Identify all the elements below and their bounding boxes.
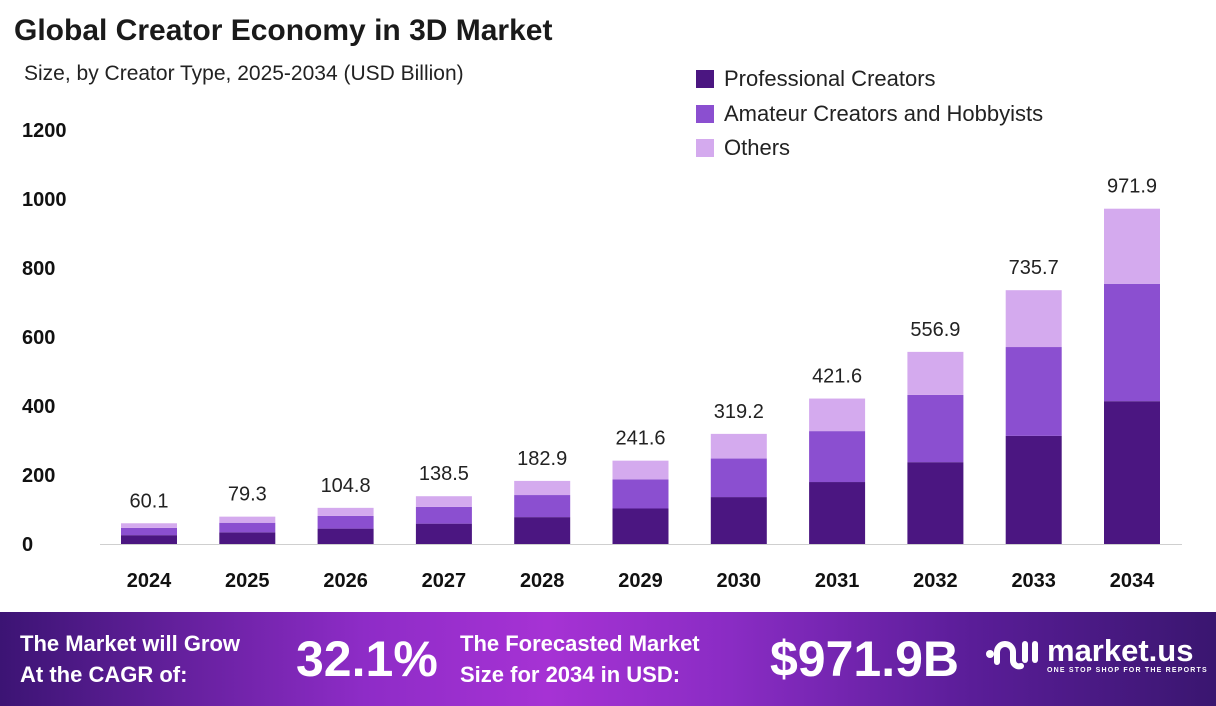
- bar-segment-others: [1005, 290, 1062, 348]
- bar-segment-professional: [514, 517, 571, 544]
- total-data-label: 421.6: [812, 366, 862, 388]
- bar-segment-others: [514, 480, 571, 496]
- bar-segment-amateur: [514, 495, 571, 518]
- legend-label: Professional Creators: [724, 66, 936, 92]
- y-tick-label: 0: [22, 534, 33, 556]
- bar-segment-amateur: [1104, 283, 1160, 402]
- x-tick-label: 2028: [520, 570, 565, 592]
- total-data-label: 556.9: [910, 319, 960, 341]
- footer-banner: The Market will Grow At the CAGR of: 32.…: [0, 612, 1216, 706]
- bar-segment-amateur: [415, 506, 472, 524]
- bar-segment-amateur: [317, 515, 374, 529]
- bar-segment-professional: [907, 462, 964, 544]
- bar-segment-professional: [219, 532, 276, 544]
- total-data-label: 138.5: [419, 463, 469, 485]
- bar-segment-amateur: [612, 479, 669, 509]
- bar-segment-professional: [1005, 435, 1062, 544]
- x-tick-label: 2031: [815, 570, 860, 592]
- bar-segment-amateur: [710, 458, 767, 498]
- bar-segment-professional: [1104, 401, 1160, 544]
- cagr-label-line: The Market will Grow: [20, 631, 241, 656]
- bar-segment-professional: [317, 528, 374, 544]
- x-tick-label: 2024: [127, 570, 172, 592]
- legend-item-others: Others: [696, 131, 1043, 166]
- y-tick-label: 400: [22, 396, 55, 418]
- bar-segment-amateur: [809, 431, 866, 483]
- x-tick-label: 2025: [225, 570, 270, 592]
- bar-segment-others: [1104, 208, 1160, 284]
- y-tick-label: 1200: [22, 120, 67, 142]
- total-data-label: 319.2: [714, 401, 764, 423]
- legend: Professional Creators Amateur Creators a…: [696, 62, 1043, 166]
- total-data-label: 182.9: [517, 448, 567, 470]
- total-data-label: 104.8: [321, 475, 371, 497]
- chart-subtitle: Size, by Creator Type, 2025-2034 (USD Bi…: [24, 62, 464, 85]
- bar-segment-others: [317, 507, 374, 516]
- logo-name: market.us: [1047, 632, 1194, 668]
- legend-item-amateur: Amateur Creators and Hobbyists: [696, 97, 1043, 132]
- x-tick-label: 2033: [1011, 570, 1056, 592]
- bar-segment-professional: [809, 482, 866, 544]
- x-tick-label: 2032: [913, 570, 958, 592]
- legend-label: Amateur Creators and Hobbyists: [724, 100, 1044, 126]
- bar-segment-amateur: [121, 527, 177, 536]
- bar-segment-amateur: [907, 394, 964, 463]
- legend-swatch: [696, 104, 714, 123]
- chart-title: Global Creator Economy in 3D Market: [14, 14, 553, 47]
- total-data-label: 60.1: [130, 490, 169, 512]
- legend-swatch: [696, 70, 714, 89]
- y-tick-label: 200: [22, 465, 55, 487]
- bar-segment-others: [219, 516, 276, 523]
- y-tick-label: 1000: [22, 189, 67, 211]
- bar-segment-others: [612, 460, 669, 480]
- legend-item-professional: Professional Creators: [696, 62, 1043, 97]
- x-tick-label: 2029: [618, 570, 663, 592]
- market-us-logo: market.us ONE STOP SHOP FOR THE REPORTS: [985, 634, 1208, 674]
- bar-segment-others: [710, 433, 767, 459]
- bar-segment-professional: [710, 497, 767, 544]
- forecast-value: $971.9B: [770, 631, 960, 687]
- bar-segment-amateur: [219, 522, 276, 533]
- y-tick-label: 800: [22, 258, 55, 280]
- cagr-label: The Market will Grow At the CAGR of:: [20, 628, 240, 690]
- forecast-label: The Forecasted Market Size for 2034 in U…: [460, 628, 700, 690]
- logo-tagline: ONE STOP SHOP FOR THE REPORTS: [1047, 666, 1208, 674]
- logo-icon: [986, 641, 1038, 670]
- bar-segment-amateur: [1005, 347, 1062, 436]
- bar-segment-others: [907, 351, 964, 395]
- bar-segment-others: [809, 398, 866, 432]
- bar-segment-professional: [415, 523, 472, 544]
- total-data-label: 241.6: [615, 428, 665, 450]
- x-tick-label: 2030: [717, 570, 762, 592]
- legend-label: Others: [724, 135, 791, 161]
- legend-swatch: [696, 139, 714, 158]
- stacked-bar-chart: 0 200 400 600 800 1000 1200 60.1 2024 79.3 2025 104…: [22, 120, 1182, 592]
- bar-segment-others: [121, 523, 177, 528]
- total-data-label: 735.7: [1009, 257, 1059, 279]
- cagr-label-line: At the CAGR of:: [20, 662, 188, 687]
- x-tick-label: 2027: [422, 570, 467, 592]
- total-data-label: 79.3: [228, 484, 267, 506]
- y-tick-label: 600: [22, 327, 55, 349]
- bar-segment-professional: [121, 535, 177, 544]
- bar-segment-others: [415, 496, 472, 507]
- total-data-label: 971.9: [1107, 176, 1157, 198]
- x-tick-label: 2034: [1110, 570, 1155, 592]
- x-tick-label: 2026: [323, 570, 368, 592]
- bar-segment-professional: [612, 508, 669, 544]
- cagr-value: 32.1%: [296, 631, 438, 687]
- forecast-label-line: The Forecasted Market: [460, 631, 700, 656]
- forecast-label-line: Size for 2034 in USD:: [460, 662, 681, 687]
